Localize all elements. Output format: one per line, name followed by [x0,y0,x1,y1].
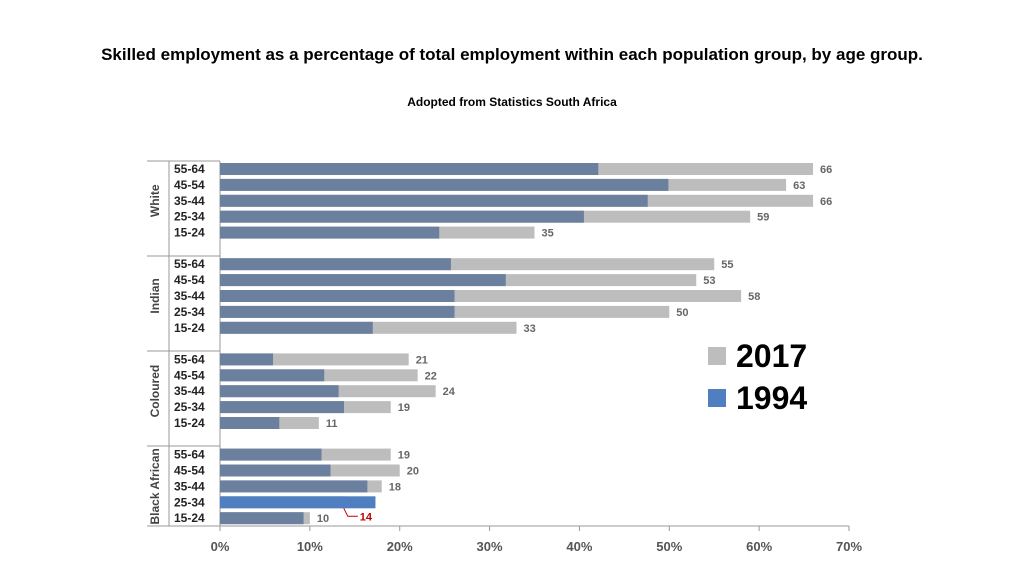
value-label-2017: 21 [416,354,428,366]
bar-1994 [220,274,506,287]
bar-1994 [220,353,274,366]
value-label-2017: 63 [793,180,805,192]
legend-label-1994: 1994 [736,379,808,416]
value-label-2017: 58 [748,291,760,303]
age-label: 25-34 [174,210,205,224]
legend-item-2017: 2017 [708,335,807,377]
value-label-2017: 19 [398,402,410,414]
value-label-2017: 55 [721,259,733,271]
age-label: 25-34 [174,400,205,414]
x-tick-label: 50% [656,539,682,554]
value-label-2017: 10 [317,513,329,525]
value-label-2017: 14 [360,511,373,523]
value-label-2017: 18 [389,481,401,493]
bar-1994 [220,480,368,493]
group-label: Indian [148,278,162,313]
age-label: 15-24 [174,321,205,335]
value-label-2017: 22 [425,370,437,382]
x-tick-label: 40% [566,539,592,554]
bar-1994 [220,369,325,382]
x-tick-label: 60% [746,539,772,554]
age-label: 55-64 [174,352,205,366]
legend-label-2017: 2017 [736,337,808,374]
value-label-2017: 20 [407,466,419,478]
age-label: 45-54 [174,368,205,382]
value-label-2017: 19 [398,450,410,462]
bar-1994 [220,290,455,302]
bar-1994 [220,210,584,223]
age-label: 25-34 [174,305,205,319]
bar-1994 [220,464,331,477]
value-label-2017: 35 [542,228,554,240]
value-label-2017: 59 [757,212,769,224]
chart-subtitle: Adopted from Statistics South Africa [407,95,617,109]
bar-1994 [220,401,345,414]
chart-title: Skilled employment as a percentage of to… [101,45,923,64]
bar-1994 [220,417,280,429]
value-label-2017: 24 [443,386,456,398]
age-label: 15-24 [174,511,205,525]
group-label: Coloured [148,365,162,418]
bar-1994 [220,258,451,271]
value-label-2017: 66 [820,196,832,208]
bar-1994 [220,305,455,318]
age-label: 35-44 [174,384,205,398]
value-label-2017: 66 [820,164,832,176]
age-label: 55-64 [174,257,205,271]
age-label: 15-24 [174,416,205,430]
age-label: 15-24 [174,226,205,240]
value-label-2017: 11 [326,418,338,430]
value-label-2017: 53 [703,275,715,287]
group-label: Black African [148,448,162,524]
legend-item-1994: 1994 [708,377,807,419]
x-tick-label: 20% [387,539,413,554]
age-label: 45-54 [174,273,205,287]
group-label: White [148,184,162,217]
value-label-2017: 50 [676,307,688,319]
age-label: 45-54 [174,464,205,478]
bar-1994 [220,226,440,239]
bar-1994 [220,496,376,509]
callout-line [343,508,358,517]
legend: 2017 1994 [708,335,807,419]
bar-1994 [220,321,373,334]
x-tick-label: 10% [297,539,323,554]
bar-1994 [220,385,339,398]
bar-1994 [220,512,304,525]
bar-1994 [220,178,669,191]
legend-swatch-1994 [708,389,726,407]
legend-swatch-2017 [708,347,726,365]
age-label: 55-64 [174,162,205,176]
age-label: 35-44 [174,479,205,493]
x-tick-label: 0% [211,539,230,554]
bar-1994 [220,194,648,207]
age-label: 35-44 [174,289,205,303]
bar-1994 [220,163,599,175]
bar-1994 [220,448,322,461]
age-label: 45-54 [174,178,205,192]
age-label: 55-64 [174,448,205,462]
value-label-2017: 33 [524,323,536,335]
age-label: 25-34 [174,495,205,509]
age-label: 35-44 [174,194,205,208]
x-tick-label: 30% [477,539,503,554]
x-tick-label: 70% [836,539,862,554]
